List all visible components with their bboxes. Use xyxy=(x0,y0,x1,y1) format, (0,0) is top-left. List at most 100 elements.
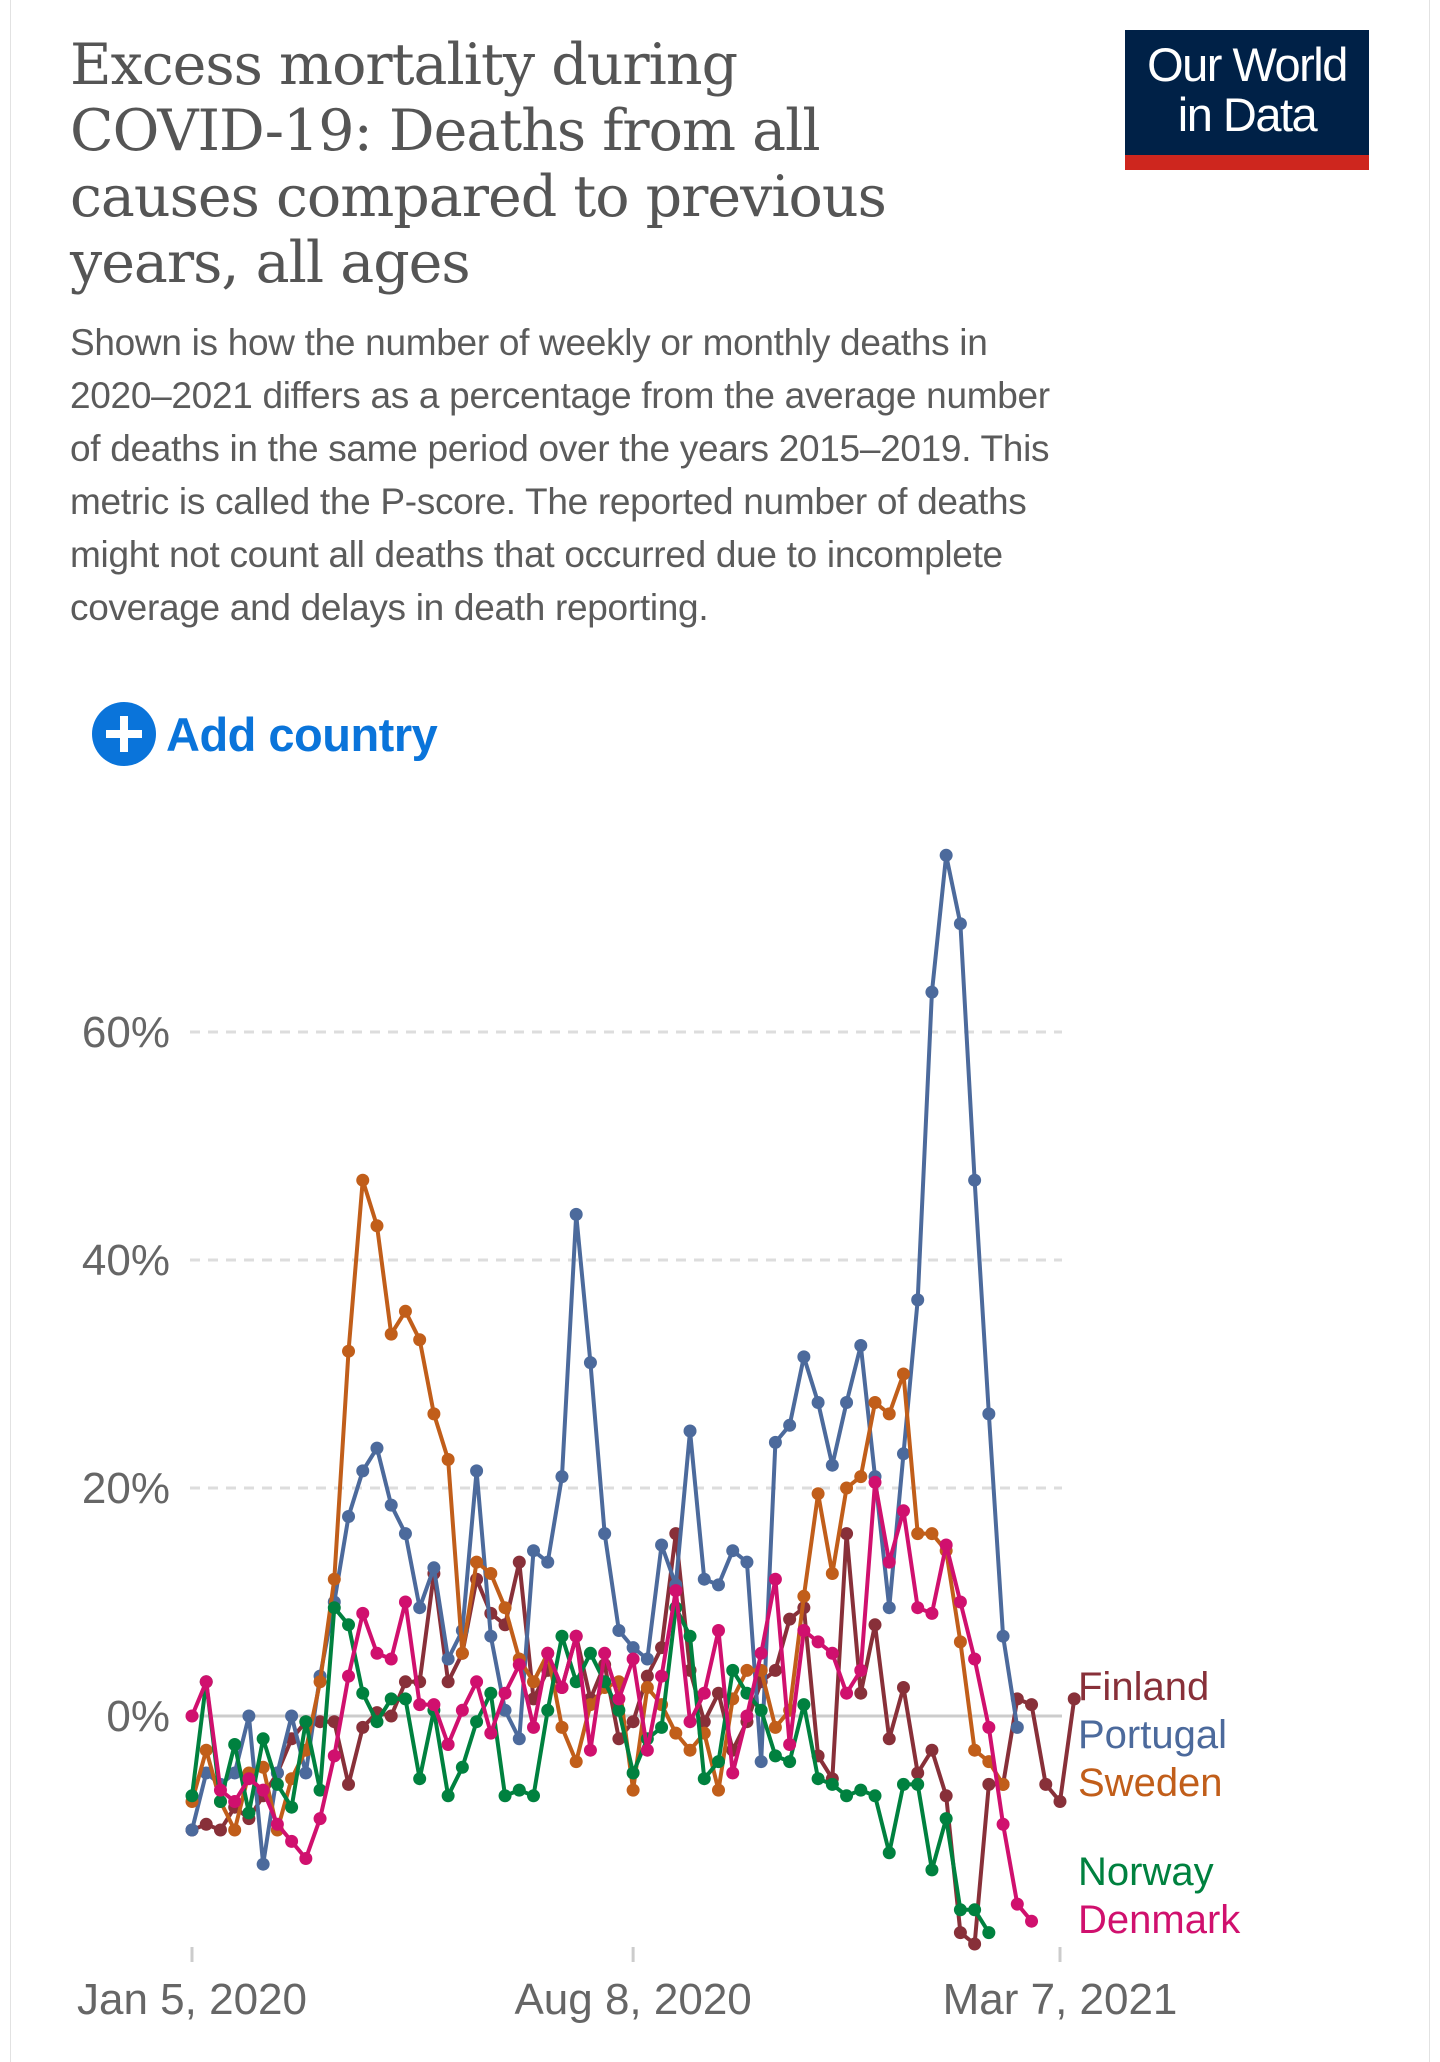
plus-circle-icon xyxy=(92,702,156,766)
data-point xyxy=(356,1686,370,1700)
data-point xyxy=(555,1470,569,1484)
data-point xyxy=(697,1772,711,1786)
data-point xyxy=(683,1743,697,1757)
data-point xyxy=(797,1350,811,1364)
data-point xyxy=(740,1555,754,1569)
data-point xyxy=(612,1732,626,1746)
data-point xyxy=(427,1561,441,1575)
data-point xyxy=(441,1789,455,1803)
data-point xyxy=(896,1681,910,1694)
data-point xyxy=(968,1937,982,1951)
data-point xyxy=(342,1669,356,1683)
data-point xyxy=(896,1447,910,1461)
data-point xyxy=(242,1772,256,1786)
data-point xyxy=(896,1367,910,1381)
logo-accent-bar xyxy=(1125,155,1369,170)
data-point xyxy=(939,1812,953,1826)
data-point xyxy=(512,1555,526,1569)
x-tick-label: Jan 5, 2020 xyxy=(77,1975,307,2024)
data-point xyxy=(882,1846,896,1860)
data-point xyxy=(598,1527,612,1541)
data-point xyxy=(726,1766,740,1780)
data-point xyxy=(327,1601,341,1615)
data-point xyxy=(285,1709,299,1723)
data-point xyxy=(327,1749,341,1763)
data-point xyxy=(626,1766,640,1780)
legend-item-denmark[interactable]: Denmark xyxy=(1078,1898,1241,1942)
add-country-button[interactable]: Add country xyxy=(92,702,438,766)
data-point xyxy=(640,1681,654,1694)
data-point xyxy=(242,1806,256,1820)
data-point xyxy=(911,1601,925,1615)
data-point xyxy=(840,1527,854,1541)
data-point xyxy=(569,1675,583,1689)
data-point xyxy=(953,1595,967,1609)
logo-text: Our World in Data xyxy=(1125,40,1369,140)
data-point xyxy=(413,1698,427,1712)
data-point xyxy=(768,1720,782,1734)
data-point xyxy=(455,1646,469,1660)
data-point xyxy=(213,1795,227,1808)
data-point xyxy=(484,1686,498,1700)
data-point xyxy=(840,1789,854,1803)
data-point xyxy=(398,1527,412,1541)
data-point xyxy=(256,1783,270,1797)
data-point xyxy=(228,1795,242,1808)
data-point xyxy=(655,1669,669,1683)
data-point xyxy=(911,1527,925,1541)
data-point xyxy=(768,1749,782,1763)
title-line: Excess mortality during xyxy=(70,32,738,98)
data-point xyxy=(398,1692,412,1706)
data-point xyxy=(968,1652,982,1666)
data-point xyxy=(797,1624,811,1637)
data-point xyxy=(697,1686,711,1700)
data-point xyxy=(441,1675,455,1689)
data-point xyxy=(982,1926,996,1940)
series-line xyxy=(190,1480,1034,1923)
data-point xyxy=(299,1766,313,1780)
data-point xyxy=(811,1772,825,1786)
y-tick-label: 60% xyxy=(82,1008,170,1057)
data-point xyxy=(669,1584,683,1598)
data-point xyxy=(498,1686,512,1700)
data-point xyxy=(939,1789,953,1803)
data-point xyxy=(384,1709,398,1723)
subtitle-line: 2020–2021 differs as a percentage from t… xyxy=(70,375,1050,416)
owid-logo[interactable]: Our World in Data xyxy=(1125,30,1369,170)
data-point xyxy=(299,1715,313,1729)
data-point xyxy=(555,1681,569,1694)
data-point xyxy=(939,848,953,862)
y-tick-label: 20% xyxy=(82,1464,170,1513)
data-point xyxy=(370,1219,384,1233)
data-point xyxy=(470,1464,484,1478)
data-point xyxy=(213,1783,227,1797)
legend-item-finland[interactable]: Finland xyxy=(1078,1665,1209,1709)
data-point xyxy=(199,1766,213,1780)
data-point xyxy=(413,1772,427,1786)
data-point xyxy=(840,1396,854,1409)
title-line: COVID-19: Deaths from all xyxy=(70,98,821,164)
data-point xyxy=(726,1663,740,1677)
data-point xyxy=(612,1703,626,1717)
data-point xyxy=(384,1498,398,1512)
data-point xyxy=(882,1601,896,1615)
data-point xyxy=(911,1766,925,1780)
legend-item-sweden[interactable]: Sweden xyxy=(1078,1761,1223,1805)
data-point xyxy=(299,1852,313,1865)
data-point xyxy=(285,1800,299,1814)
data-point xyxy=(711,1783,725,1797)
y-axis: 0% 20% 40% 60% xyxy=(82,1008,170,1741)
data-point xyxy=(968,1903,982,1917)
series-lines xyxy=(185,848,1081,1951)
data-point xyxy=(626,1783,640,1797)
legend-item-norway[interactable]: Norway xyxy=(1078,1850,1214,1894)
data-point xyxy=(768,1435,782,1449)
data-point xyxy=(327,1572,341,1586)
data-point xyxy=(185,1709,199,1723)
legend-item-portugal[interactable]: Portugal xyxy=(1078,1713,1227,1757)
data-point xyxy=(1039,1777,1053,1791)
data-point xyxy=(655,1538,669,1552)
data-point xyxy=(342,1344,356,1358)
logo-line-1: Our World xyxy=(1147,38,1348,91)
